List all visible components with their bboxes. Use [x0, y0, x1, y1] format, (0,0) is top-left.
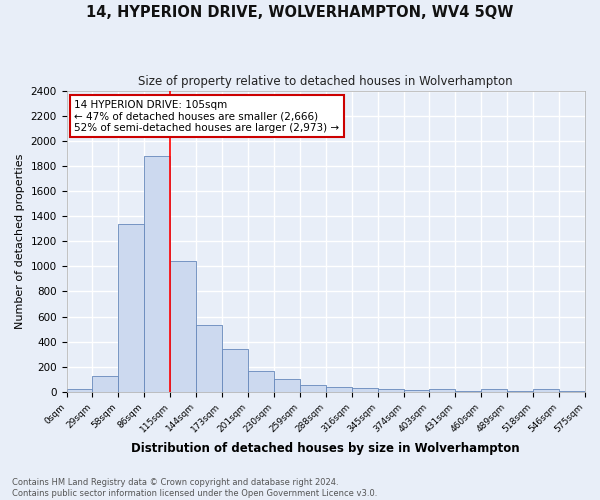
Bar: [404, 390, 430, 392]
Bar: [222, 349, 248, 392]
Text: 14 HYPERION DRIVE: 105sqm
← 47% of detached houses are smaller (2,666)
52% of se: 14 HYPERION DRIVE: 105sqm ← 47% of detac…: [74, 100, 340, 133]
Bar: [196, 324, 222, 392]
Bar: [455, 391, 481, 392]
Bar: [274, 378, 300, 392]
X-axis label: Distribution of detached houses by size in Wolverhampton: Distribution of detached houses by size …: [131, 442, 520, 455]
Bar: [300, 385, 326, 392]
Text: Contains HM Land Registry data © Crown copyright and database right 2024.
Contai: Contains HM Land Registry data © Crown c…: [12, 478, 377, 498]
Bar: [248, 371, 274, 392]
Bar: [507, 391, 533, 392]
Bar: [430, 390, 455, 392]
Title: Size of property relative to detached houses in Wolverhampton: Size of property relative to detached ho…: [139, 75, 513, 88]
Bar: [352, 388, 377, 392]
Bar: [326, 388, 352, 392]
Bar: [144, 156, 170, 392]
Bar: [67, 390, 92, 392]
Bar: [481, 390, 507, 392]
Bar: [533, 390, 559, 392]
Y-axis label: Number of detached properties: Number of detached properties: [15, 154, 25, 329]
Bar: [559, 391, 585, 392]
Bar: [170, 262, 196, 392]
Bar: [118, 224, 144, 392]
Bar: [92, 376, 118, 392]
Bar: [377, 390, 404, 392]
Text: 14, HYPERION DRIVE, WOLVERHAMPTON, WV4 5QW: 14, HYPERION DRIVE, WOLVERHAMPTON, WV4 5…: [86, 5, 514, 20]
